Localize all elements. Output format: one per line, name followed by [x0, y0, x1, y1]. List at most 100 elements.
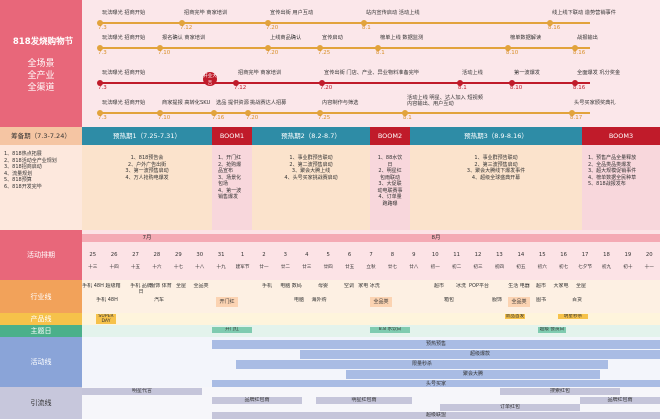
phase-item: 1、预售产品全量释放 [588, 155, 637, 161]
phase-body: 1、开门红 2、抢购爆品宣布 3、场景化包场 4、第一波销售爆发 [212, 145, 252, 230]
day-lunar: 十一 [644, 265, 654, 270]
subtitle-line-2: 全产业 [27, 71, 55, 81]
timeline-item-date: 7.10 [158, 50, 171, 56]
traffic-bar: 明星红包雨 [316, 397, 412, 404]
phase-item: 5、818战报发布 [588, 181, 626, 187]
day-number: 17 [581, 252, 589, 258]
phase-header: 预热期1（7.25-7.31） [82, 127, 212, 145]
timeline-dot [157, 110, 163, 116]
day-number: 12 [474, 252, 482, 258]
traffic-bar: 品牌红包雨 [212, 397, 302, 404]
timeline-item-label: 宣传出街 门店、产业、异业物料准备完毕 [324, 70, 420, 76]
timeline-item-label: 挑战赛达人招募 [250, 100, 287, 106]
month-august: 8月 [212, 234, 660, 242]
day-number: 7 [369, 252, 373, 258]
timeline-item-date: 8.10 [510, 85, 523, 91]
day-lunar: 十八 [195, 265, 205, 270]
phase-item: 3、聚会大腾上线 [291, 168, 331, 174]
subtitle-line-3: 全渠道 [27, 83, 55, 93]
phase-item: 2、第二波预售启动 [289, 161, 333, 168]
industry-cell: 家电 冰洗 [358, 283, 380, 289]
traffic-bar: 品牌红包雨 [580, 397, 660, 404]
timeline-item-date: 7.10 [158, 115, 171, 121]
timeline-dot [265, 20, 271, 26]
timeline-item-date: 8.17 [570, 115, 583, 121]
phase-item: 2、全品类品类爆发 [588, 161, 632, 168]
day-lunar: 廿二 [280, 265, 290, 270]
timeline-item-label: 第一波爆发 [514, 70, 540, 76]
timeline-item-date: 7.20 [320, 85, 333, 91]
timeline-item-label: 选品 提供资源 [216, 100, 249, 106]
phase-body: 1、预售产品全量释放 2、全品类品类爆发 3、超大规模促销事件 4、榜单数据全民种草 5… [582, 145, 660, 230]
industry-cell: 手机 品牌日 [130, 283, 152, 295]
phase-item: 6、818开发完毕 [4, 183, 42, 190]
day-lunar: 廿三 [302, 265, 312, 270]
industry-cell: 全屋 [575, 283, 586, 289]
day-number: 28 [153, 252, 161, 258]
day-lunar: 初五 [516, 265, 526, 270]
industry-cell: 全品类 [508, 297, 530, 307]
product-cell: SUPER DAY [96, 314, 116, 324]
timeline-item-date: 7.20 [266, 25, 279, 31]
theme-cell: 8.8 水饮日 [370, 327, 410, 333]
phase-item: 1、88水饮日 [377, 155, 403, 168]
industry-cell: 空调 [343, 283, 354, 289]
phase-body: 1、事业群预告联动 2、第二波预售启动 3、聚会大腾上线 4、头号买家挑战赛启动 [252, 145, 370, 230]
timeline-dot [233, 80, 239, 86]
phase-item: 3、聚会大腾线下爆发事件 [466, 168, 526, 174]
traffic-row-label: 引流线 [0, 387, 82, 419]
industry-cell: 生活 电器 [508, 283, 530, 289]
timeline-item-date: 7.25 [318, 50, 331, 56]
phase-item: 3、超大规模促销事件 [588, 168, 637, 174]
phase-body: 1、818预告会 2、户外广告出街 3、第一波预售启动 4、万人抢购电爆发 [82, 145, 212, 230]
day-number: 15 [538, 252, 546, 258]
phase-item: 4、超级全球盛典开幕 [471, 174, 521, 181]
day-number: 16 [560, 252, 568, 258]
phase-item: 1、事业群预告联动 [474, 155, 518, 161]
activity-bar: 聚会大腾 [346, 370, 600, 379]
timeline-item-date: 8.16 [573, 50, 586, 56]
day-lunar: 十五 [130, 265, 141, 270]
phase-item: 5、818预算 [4, 177, 32, 183]
timeline-dot [572, 80, 578, 86]
month-july: 7月 [82, 234, 212, 242]
day-number: 26 [110, 252, 118, 258]
day-number: 1 [240, 252, 245, 258]
phase-header: BOOM1 [212, 127, 252, 145]
phase-item: 2、明星红包雨联动 [378, 168, 402, 181]
timeline-item-date: 7.3 [98, 85, 107, 91]
timeline-item-date: 8.1 [458, 85, 467, 91]
phase-item: 2、第三波预售启动 [474, 161, 518, 168]
product-cell: 新品首发 [505, 314, 525, 319]
day-number: 9 [412, 252, 416, 258]
timeline-item-label: 站内宣传启动 活动上线 [366, 10, 420, 16]
timeline-dot [319, 80, 325, 86]
industry-cell: 母婴 [317, 283, 328, 289]
traffic-bar: 订单红包 [440, 404, 580, 411]
industry-cell: 百货 [571, 297, 582, 303]
timeline-dot [547, 20, 553, 26]
timeline-item-date: 7.3 [98, 50, 107, 56]
timeline-dot [569, 110, 575, 116]
day-lunar: 廿一 [259, 265, 269, 270]
industry-cell: 超级箱 [105, 283, 121, 289]
industry-cell: 超市 [535, 283, 546, 289]
phase-item: 3、818招商启动 [4, 164, 42, 170]
phase-item: 4、榜单数据全民种草 [588, 174, 637, 181]
day-lunar: 十九 [216, 265, 226, 270]
industry-cell: 全品类 [193, 283, 209, 289]
timeline-dot [361, 20, 367, 26]
phase-header: 预热期2（8.2-8.7） [252, 127, 370, 145]
day-number: 10 [431, 252, 439, 258]
star-badge: 开业大吉 [203, 72, 217, 86]
timeline-dot [505, 45, 511, 51]
phase-item: 3、场景化包场 [218, 174, 242, 188]
day-number: 27 [132, 252, 139, 258]
day-lunar: 十六 [152, 265, 162, 270]
day-lunar: 立秋 [366, 265, 376, 270]
industry-cell: 海外购 [311, 297, 327, 303]
phase-header: 预热期3（8.9-8.16） [410, 127, 582, 145]
traffic-bar: 搜索红包 [500, 388, 620, 395]
industry-cell: 图书 [535, 297, 546, 303]
